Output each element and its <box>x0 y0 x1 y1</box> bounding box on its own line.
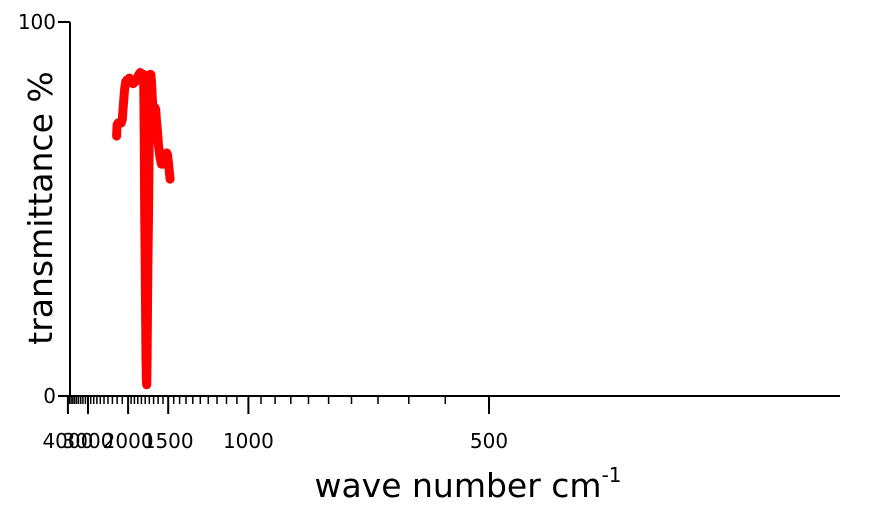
y-axis-title: transmittance % <box>21 71 60 344</box>
y-tick-label: 0 <box>43 384 56 408</box>
x-tick-label: 4000 <box>42 429 93 453</box>
x-axis-ticks <box>66 396 490 414</box>
x-tick-label: 500 <box>470 429 508 453</box>
x-tick-label: 3000 <box>63 429 114 453</box>
y-tick-label: 100 <box>18 10 56 34</box>
x-axis-title: wave number cm-1 <box>314 463 621 505</box>
x-axis-title-superscript: -1 <box>602 463 622 487</box>
x-tick-label: 1500 <box>143 429 194 453</box>
x-axis-title-text: wave number cm <box>314 466 601 505</box>
y-axis-ticks <box>58 21 70 397</box>
series-layer <box>112 68 175 390</box>
spectrum-line <box>112 68 175 390</box>
y-axis-tick-labels: 0 100 <box>18 10 56 408</box>
x-tick-label: 1000 <box>223 429 274 453</box>
x-tick-label: 2000 <box>103 429 154 453</box>
